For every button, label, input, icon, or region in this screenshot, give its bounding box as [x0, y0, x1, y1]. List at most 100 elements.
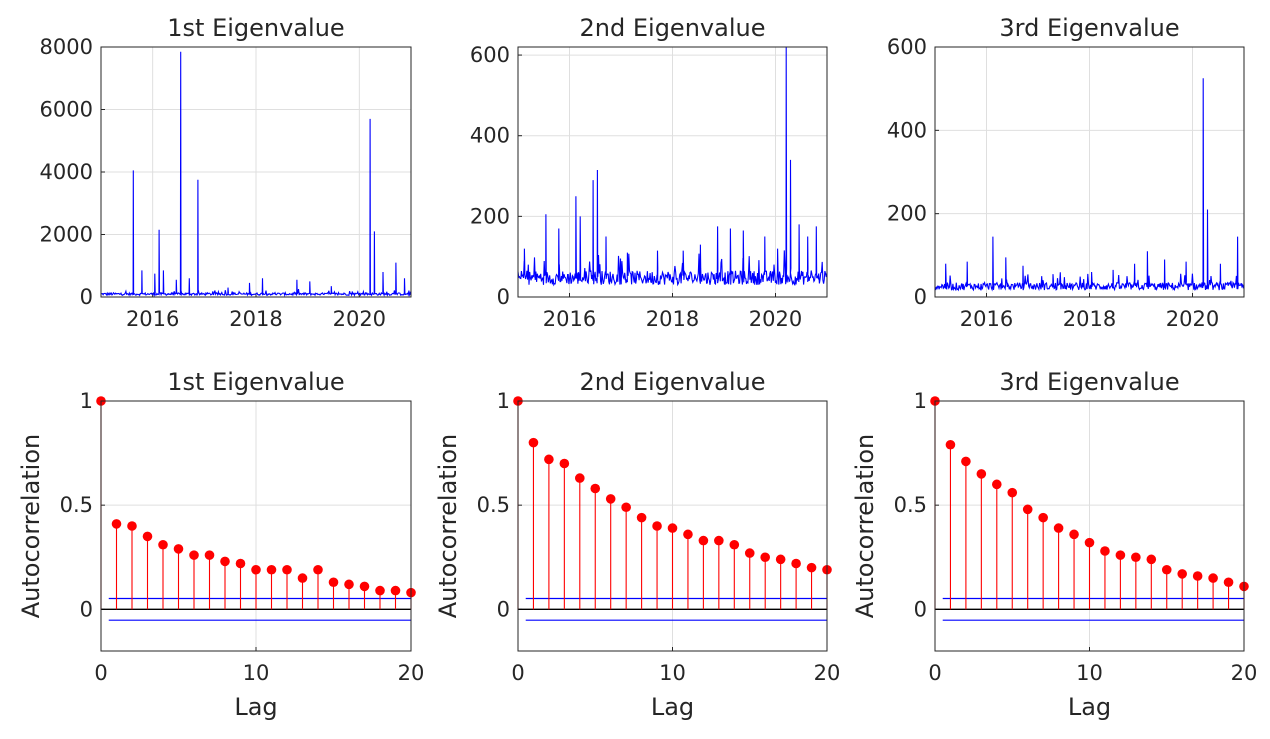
x-tick-label: 2018 [229, 307, 282, 331]
stem-marker [328, 577, 339, 588]
stem-marker [775, 554, 786, 565]
subplot-title: 1st Eigenvalue [167, 368, 344, 396]
axes-frame [517, 46, 828, 298]
x-tick-label: 2016 [960, 307, 1013, 331]
stem-marker [1161, 564, 1172, 575]
x-tick-label: 20 [398, 661, 425, 685]
stem-marker [1007, 487, 1018, 498]
stem-marker [313, 564, 323, 575]
stem-marker [1115, 550, 1126, 560]
y-tick-label: 0 [80, 285, 93, 309]
y-tick-label: 400 [470, 124, 510, 148]
x-tick-label: 0 [928, 661, 941, 685]
stem-marker [605, 494, 616, 504]
stem-marker [528, 437, 539, 448]
stem-marker [142, 531, 153, 542]
stem-marker [1053, 523, 1064, 533]
stem-marker [173, 544, 184, 554]
x-axis-label: Lag [1068, 693, 1111, 721]
x-tick-label: 20 [814, 661, 841, 685]
y-tick-label: 1 [80, 389, 93, 413]
y-tick-label: 1 [497, 389, 510, 413]
subplot-title: 2nd Eigenvalue [580, 14, 766, 42]
axes-frame [517, 400, 828, 652]
y-tick-label: 0 [497, 285, 510, 309]
x-tick-label: 0 [511, 661, 524, 685]
x-tick-label: 2018 [646, 307, 699, 331]
stem-marker [111, 519, 122, 529]
stem-marker [961, 456, 971, 467]
y-tick-label: 2000 [40, 223, 93, 247]
stem-marker [729, 539, 740, 550]
x-tick-label: 2020 [1166, 307, 1219, 331]
stem-marker [282, 564, 292, 575]
stem-marker [266, 564, 277, 575]
stem-marker [992, 479, 1002, 490]
x-tick-label: 2020 [749, 307, 802, 331]
subplot-title: 1st Eigenvalue [167, 14, 344, 42]
y-tick-label: 0.5 [477, 493, 510, 517]
stem-marker [1131, 552, 1141, 563]
stem-marker [1146, 554, 1157, 565]
subplot-3: 3rd Eigenvalue 0 200 400 600 2016 2018 2020 [887, 14, 1245, 331]
y-tick-label: 400 [887, 118, 927, 142]
x-tick-label: 10 [243, 661, 270, 685]
stem-marker [714, 535, 724, 546]
stem-marker [621, 502, 631, 513]
stem-marker [698, 535, 709, 546]
stem-marker [544, 454, 554, 465]
y-tick-label: 0.5 [60, 493, 93, 517]
stem-marker [344, 579, 354, 590]
stem-marker [204, 550, 215, 560]
x-tick-label: 2016 [126, 307, 179, 331]
y-tick-label: 200 [470, 204, 510, 228]
stem-marker [791, 558, 801, 569]
stem-marker [1100, 546, 1110, 556]
stem-marker [760, 552, 770, 563]
stem-marker [559, 458, 570, 469]
y-tick-label: 4000 [40, 160, 93, 184]
y-tick-label: 6000 [40, 98, 93, 122]
stem-marker [297, 573, 308, 583]
stem-marker [667, 523, 678, 533]
stem-marker [1084, 537, 1095, 548]
stem-marker [390, 585, 401, 596]
subplot-2: 2nd Eigenvalue 0 200 400 600 2016 2018 2020 [470, 14, 828, 331]
axes-frame [934, 400, 1245, 652]
subplot-title: 2nd Eigenvalue [580, 368, 766, 396]
axes-frame [100, 46, 412, 298]
x-tick-label: 20 [1231, 661, 1258, 685]
stem-marker [1022, 504, 1033, 515]
y-tick-label: 0 [914, 285, 927, 309]
stem-marker [1069, 529, 1079, 540]
y-tick-label: 600 [470, 43, 510, 67]
x-tick-label: 0 [94, 661, 107, 685]
axes-frame [100, 400, 412, 652]
series-line [100, 51, 412, 298]
y-tick-label: 0.5 [894, 493, 927, 517]
axes-frame [934, 46, 1245, 298]
y-tick-label: 8000 [40, 35, 93, 59]
y-axis-label: Autocorrelation [17, 434, 45, 619]
stem-marker [1192, 571, 1203, 581]
subplot-title: 3rd Eigenvalue [999, 368, 1179, 396]
x-axis-label: Lag [234, 693, 277, 721]
stem-marker [575, 473, 585, 483]
stem-marker [1223, 577, 1234, 588]
x-tick-label: 2018 [1063, 307, 1116, 331]
y-axis-label: Autocorrelation [434, 434, 462, 619]
y-tick-label: 200 [887, 202, 927, 226]
stem-marker [590, 483, 601, 494]
x-tick-label: 10 [1076, 661, 1103, 685]
stem-marker [652, 521, 662, 531]
y-tick-label: 0 [80, 597, 93, 621]
stem-marker [744, 548, 755, 558]
x-tick-label: 2016 [543, 307, 596, 331]
x-axis-label: Lag [651, 693, 694, 721]
stem-marker [1038, 512, 1048, 523]
series-line [517, 46, 828, 287]
